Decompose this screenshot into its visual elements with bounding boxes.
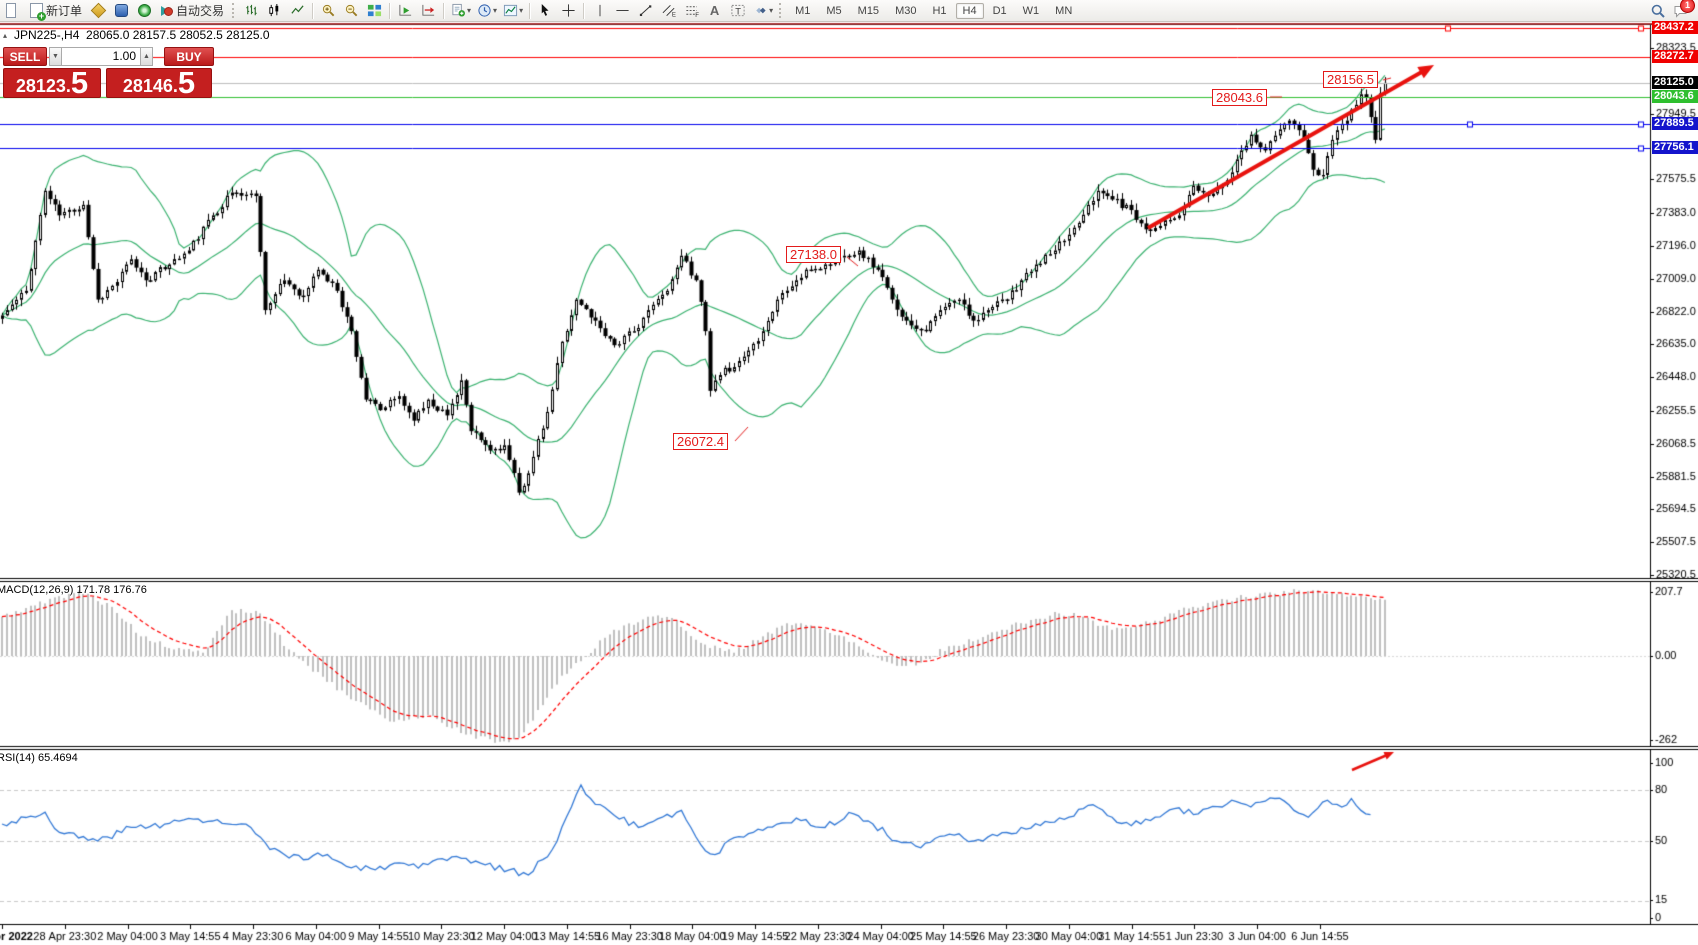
timeframe-button-M30[interactable]: M30 xyxy=(895,4,917,17)
zoom-in-icon[interactable] xyxy=(318,1,339,20)
partial-chart-icon[interactable] xyxy=(3,1,24,20)
new-order-label: 新订单 xyxy=(46,4,83,18)
zoom-out-icon[interactable] xyxy=(341,1,362,20)
autotrading-icon xyxy=(161,5,174,16)
rsi-label: RSI(14) 65.4694 xyxy=(0,752,78,764)
separator xyxy=(529,2,532,19)
signals-icon[interactable] xyxy=(134,1,155,20)
timeframe-button-MN[interactable]: MN xyxy=(1055,4,1073,17)
svg-text:F: F xyxy=(695,12,699,18)
timeframe-group: M1 M5 M15 M30 H1 H4 D1 W1 MN xyxy=(788,2,1079,19)
period-dropdown[interactable]: ▾ xyxy=(475,1,499,20)
timeframe-button-H4[interactable]: H4 xyxy=(955,2,984,19)
buy-button[interactable]: BUY xyxy=(164,47,214,66)
timeframe-button-M1[interactable]: M1 xyxy=(795,4,811,17)
axis-price-label: 28272.7 xyxy=(1652,50,1698,63)
text-label-tool-icon[interactable]: T xyxy=(727,1,748,20)
sell-price-dot: . xyxy=(65,76,71,96)
buy-price-big-digit: 5 xyxy=(177,65,196,100)
timeframe-button-D1[interactable]: D1 xyxy=(992,4,1007,17)
sell-price-base: 28123 xyxy=(15,76,66,96)
timeframe-button-M5[interactable]: M5 xyxy=(826,4,842,17)
fibonacci-tool-icon[interactable]: F xyxy=(681,1,702,20)
vertical-line-tool-icon[interactable] xyxy=(589,1,610,20)
axis-price-label: 28125.0 xyxy=(1652,76,1698,89)
buy-price-base: 28146 xyxy=(122,76,173,96)
svg-text:E: E xyxy=(671,12,675,18)
autotrading-button[interactable]: 自动交易 xyxy=(157,1,228,20)
shapes-dropdown[interactable]: ▾ xyxy=(750,1,775,20)
notification-badge: 1 xyxy=(1680,0,1695,13)
axis-price-label: 27756.1 xyxy=(1652,141,1698,154)
price-callout[interactable]: 28156.5 xyxy=(1323,71,1378,88)
equidistant-channel-tool-icon[interactable]: E xyxy=(658,1,679,20)
new-order-icon xyxy=(30,3,46,21)
bar-chart-type-icon[interactable] xyxy=(241,1,262,20)
autotrading-label: 自动交易 xyxy=(176,4,225,18)
chart-ohlc-header: JPN225-,H4 28065.0 28157.5 28052.5 28125… xyxy=(14,28,270,42)
buy-price[interactable]: 28146. 5 xyxy=(106,65,212,100)
sell-button[interactable]: SELL xyxy=(3,47,47,66)
candlestick-chart-type-icon[interactable] xyxy=(264,1,285,20)
tile-windows-icon[interactable] xyxy=(364,1,385,20)
macd-label: MACD(12,26,9) 171.78 176.76 xyxy=(0,584,147,596)
timeframe-button-W1[interactable]: W1 xyxy=(1022,4,1040,17)
one-click-trading-panel: SELL ▼ 1.00 ▲ BUY 28123. 5 28146. 5 xyxy=(3,47,215,98)
timeframe-button-H1[interactable]: H1 xyxy=(932,4,947,17)
data-window-icon[interactable] xyxy=(111,1,132,20)
chart-window-icon: ▴ xyxy=(3,31,8,40)
price-callout[interactable]: 28043.6 xyxy=(1212,89,1267,106)
line-chart-type-icon[interactable] xyxy=(287,1,308,20)
auto-scroll-icon[interactable] xyxy=(395,1,416,20)
price-callout[interactable]: 26072.4 xyxy=(673,433,728,450)
axis-price-label: 27889.5 xyxy=(1652,117,1698,130)
search-icon[interactable] xyxy=(1647,1,1668,20)
toolbar-drag-handle xyxy=(232,3,237,18)
new-chart-dropdown[interactable]: ▾ xyxy=(449,1,473,20)
new-order-button[interactable]: 新订单 xyxy=(26,1,86,21)
market-watch-icon[interactable] xyxy=(88,1,109,20)
trendline-tool-icon[interactable] xyxy=(635,1,656,20)
horizontal-line-tool-icon[interactable] xyxy=(612,1,633,20)
chevron-down-icon: ▾ xyxy=(493,6,498,15)
axis-price-label: 28437.2 xyxy=(1652,21,1698,34)
indicators-dropdown[interactable]: ▾ xyxy=(501,1,525,20)
volume-decrease-button[interactable]: ▼ xyxy=(49,47,62,66)
volume-input[interactable]: 1.00 xyxy=(62,47,140,66)
cursor-tool-icon[interactable] xyxy=(535,1,556,20)
separator xyxy=(443,2,446,19)
crosshair-tool-icon[interactable] xyxy=(558,1,579,20)
svg-text:T: T xyxy=(735,6,741,16)
buy-price-dot: . xyxy=(172,76,178,96)
price-callout[interactable]: 27138.0 xyxy=(786,246,841,263)
separator xyxy=(389,2,392,19)
text-tool-icon[interactable]: A xyxy=(709,3,720,18)
toolbar-drag-handle xyxy=(779,3,784,18)
toolbar: 新订单 自动交易 ▾ ▾ ▾ xyxy=(0,0,1698,22)
timeframe-button-M15[interactable]: M15 xyxy=(857,4,880,17)
sell-price[interactable]: 28123. 5 xyxy=(3,65,101,100)
separator xyxy=(312,2,315,19)
notifications-button[interactable]: 1 xyxy=(1670,0,1695,20)
chevron-down-icon: ▾ xyxy=(519,6,524,15)
chart-shift-icon[interactable] xyxy=(418,1,439,20)
chevron-down-icon: ▾ xyxy=(467,6,472,15)
sell-price-big-digit: 5 xyxy=(70,65,89,100)
separator xyxy=(583,2,586,19)
chevron-down-icon: ▾ xyxy=(769,6,774,15)
volume-increase-button[interactable]: ▲ xyxy=(140,47,153,66)
axis-price-label: 28043.6 xyxy=(1652,90,1698,103)
